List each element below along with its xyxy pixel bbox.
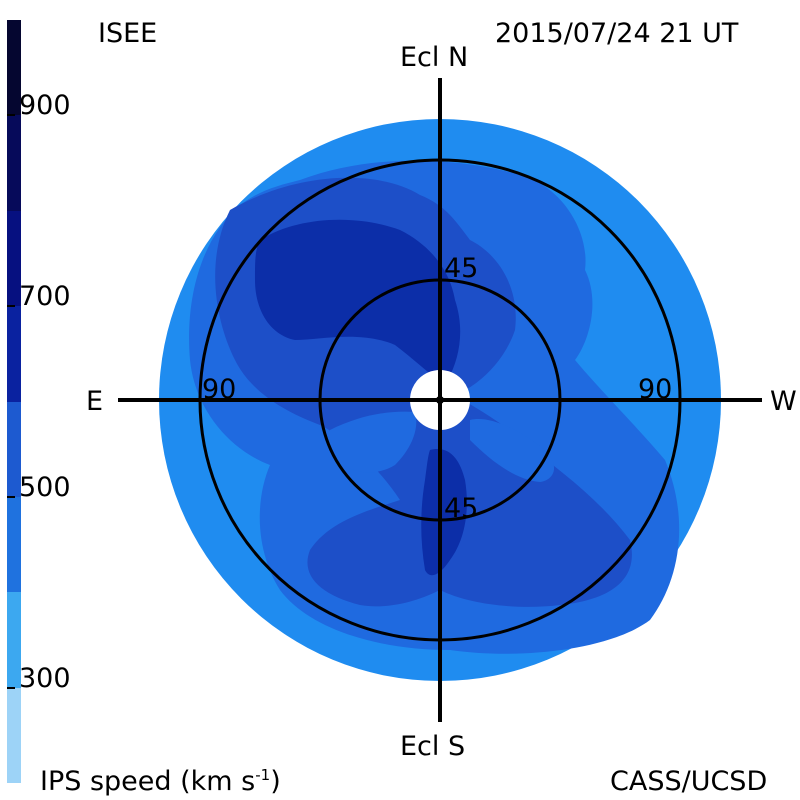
colorbar-band [7, 687, 21, 783]
colorbar-tick [7, 114, 15, 117]
ring-45-bottom-label: 45 [444, 493, 479, 524]
observatory-label: ISEE [98, 18, 158, 49]
colorbar-band [7, 210, 21, 307]
ring-90-left-label: 90 [202, 374, 237, 405]
colorbar-band [7, 401, 21, 497]
colorbar-tick [7, 305, 15, 308]
colorbar-tick [7, 495, 15, 498]
colorbar-tick-label: 700 [19, 281, 71, 313]
colorbar-tick-label: 900 [19, 90, 71, 122]
credit-label: CASS/UCSD [610, 766, 768, 797]
ecliptic-south-label: Ecl S [400, 731, 466, 762]
colorbar-band [7, 592, 21, 688]
datetime-label: 2015/07/24 21 UT [495, 18, 739, 49]
colorbar-title-exponent: -1 [255, 766, 271, 784]
colorbar-band [7, 115, 21, 211]
colorbar-title-text: IPS speed (km s [40, 766, 256, 797]
colorbar-band [7, 20, 21, 116]
colorbar-title-close: ) [270, 766, 281, 797]
colorbar-tick-label: 300 [19, 662, 71, 694]
east-label: E [86, 386, 104, 417]
contour-region-700 [255, 219, 467, 576]
colorbar-tick [7, 686, 15, 689]
colorbar-band [7, 306, 21, 402]
west-label: W [770, 386, 797, 417]
colorbar-tick-label: 500 [19, 471, 71, 503]
colorbar-band [7, 496, 21, 593]
sun-center-dot [436, 396, 444, 404]
contour-region-light-center [330, 411, 555, 482]
ecliptic-north-label: Ecl N [400, 42, 469, 73]
ring-90-right-label: 90 [638, 374, 673, 405]
ring-45-top-label: 45 [444, 253, 479, 284]
speed-colorbar: 300 500 700 900 [7, 20, 71, 783]
colorbar-title: IPS speed (km s-1) [40, 766, 281, 797]
